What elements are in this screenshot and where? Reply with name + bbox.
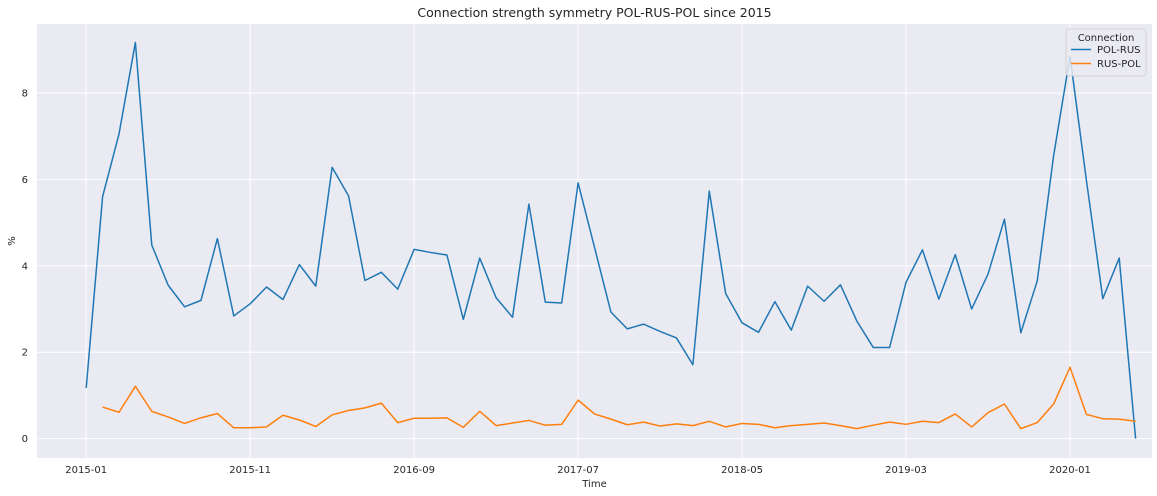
- y-tick-label: 8: [22, 89, 28, 100]
- x-tick-label: 2020-01: [1049, 465, 1091, 476]
- series-line-pol-rus: [85, 41, 1137, 439]
- y-tick-label: 6: [22, 175, 28, 186]
- x-tick-label: 2017-07: [557, 465, 599, 476]
- x-tick-label: 2015-01: [65, 465, 107, 476]
- y-tick-label: 0: [22, 434, 28, 445]
- x-tick-label: 2016-09: [393, 465, 435, 476]
- x-tick-label: 2019-03: [885, 465, 927, 476]
- y-tick-label: 4: [22, 261, 28, 272]
- plot-background: [37, 24, 1152, 458]
- x-axis-label: Time: [581, 479, 606, 490]
- legend-label-rus-pol: RUS-POL: [1097, 59, 1141, 70]
- y-tick-label: 2: [22, 348, 28, 359]
- legend-label-pol-rus: POL-RUS: [1097, 45, 1141, 56]
- legend: Connection POL-RUS RUS-POL: [1065, 28, 1147, 77]
- chart-title: Connection strength symmetry POL-RUS-POL…: [417, 5, 771, 20]
- x-tick-label: 2015-11: [229, 465, 271, 476]
- y-axis-label: %: [7, 236, 18, 246]
- legend-title: Connection: [1078, 33, 1135, 44]
- series-lines: [85, 41, 1137, 439]
- x-tick-label: 2018-05: [721, 465, 763, 476]
- tick-labels: 0 2 4 6 8 2015-01 2015-11 2016-09 2017-07 2018-05…: [22, 89, 1091, 476]
- series-line-rus-pol: [102, 366, 1136, 430]
